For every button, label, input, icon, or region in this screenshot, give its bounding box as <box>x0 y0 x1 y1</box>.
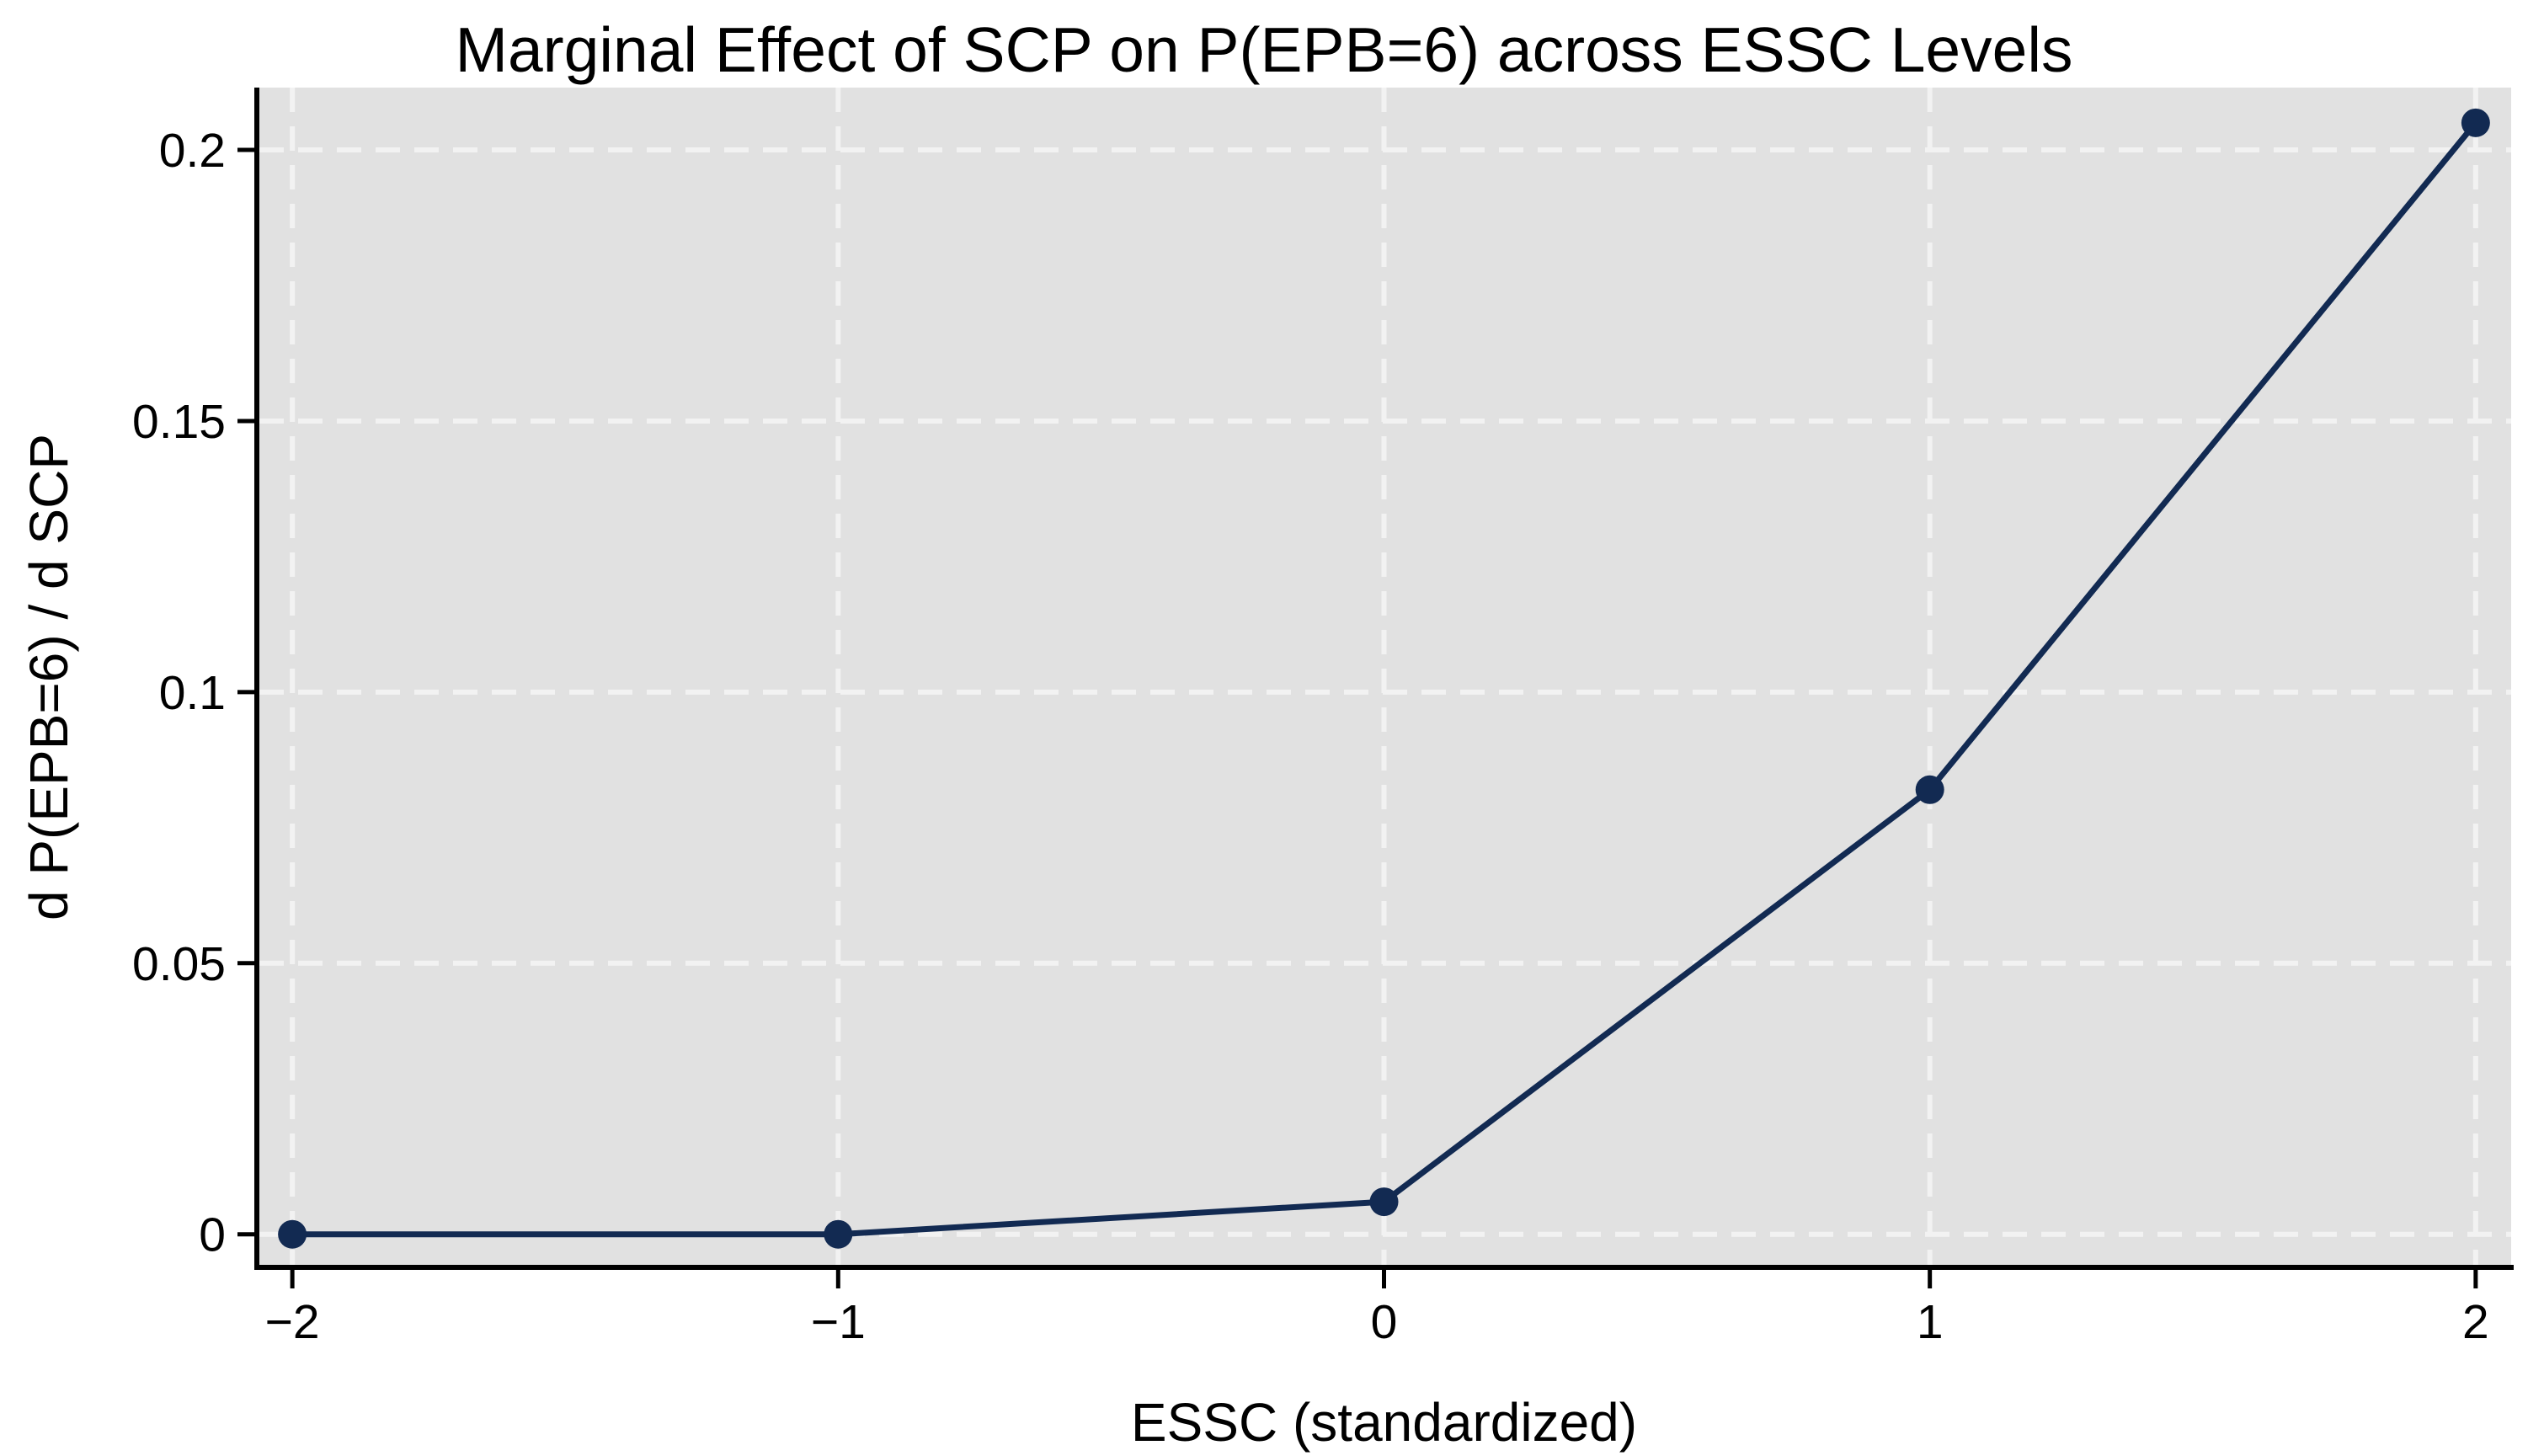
x-tick-label: −2 <box>265 1295 320 1349</box>
y-tick-label: 0.15 <box>132 395 226 449</box>
data-point-marker <box>2461 108 2490 137</box>
y-tick-label: 0.2 <box>159 124 226 178</box>
y-tick-label: 0.05 <box>132 937 226 991</box>
y-tick-label: 0 <box>199 1208 226 1262</box>
x-tick-label: −1 <box>811 1295 866 1349</box>
chart-title: Marginal Effect of SCP on P(EPB=6) acros… <box>455 14 2073 85</box>
data-point-marker <box>824 1219 853 1249</box>
x-axis-label: ESSC (standardized) <box>1130 1392 1638 1453</box>
data-point-marker <box>1369 1187 1399 1217</box>
data-point-marker <box>278 1219 307 1249</box>
data-point-marker <box>1915 775 1944 804</box>
y-tick-label: 0.1 <box>159 666 226 720</box>
x-tick-label: 1 <box>1917 1295 1944 1349</box>
x-tick-label: 0 <box>1371 1295 1398 1349</box>
x-tick-label: 2 <box>2462 1295 2489 1349</box>
